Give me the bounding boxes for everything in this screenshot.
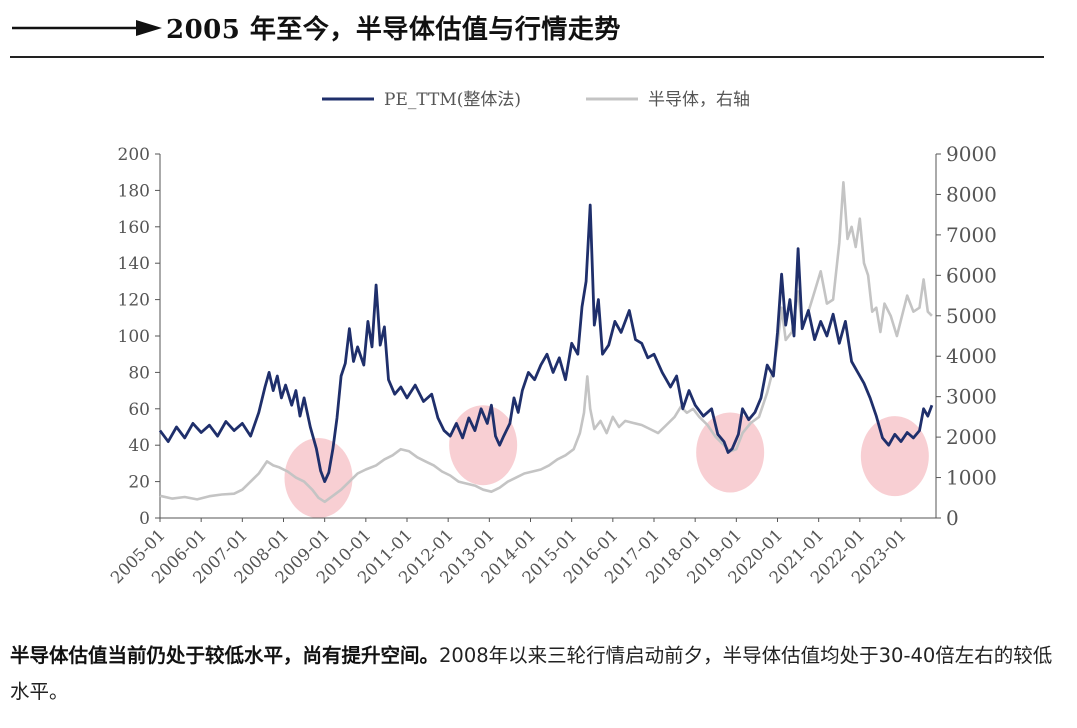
- legend-label-2: 半导体，右轴: [648, 90, 750, 110]
- y-left-tick-label: 60: [128, 400, 150, 420]
- y-left-tick-label: 100: [118, 327, 150, 347]
- legend-label-1: PE_TTM(整体法): [384, 90, 521, 110]
- arrow-icon: [12, 20, 162, 36]
- y-right-tick-label: 6000: [946, 263, 997, 287]
- y-right-tick-label: 8000: [946, 182, 997, 206]
- y-right-tick-label: 0: [946, 506, 959, 530]
- caption: 半导体估值当前仍处于较低水平，尚有提升空间。2008年以来三轮行情启动前夕，半导…: [10, 638, 1060, 710]
- y-left-tick-label: 160: [118, 218, 150, 238]
- y-right-tick-label: 4000: [946, 344, 997, 368]
- chart-legend: PE_TTM(整体法) 半导体，右轴: [322, 90, 750, 110]
- highlight-circle-1: [284, 437, 353, 518]
- y-right-tick-label: 7000: [946, 223, 997, 247]
- caption-text: 2008年以来三轮行情启动前夕，半导体估值均处于30-40倍左右的较低水平。: [10, 644, 1053, 703]
- y-left-tick-label: 200: [118, 145, 150, 165]
- series-line-pe-ttm: [158, 203, 934, 483]
- y-right-tick-label: 3000: [946, 385, 997, 409]
- y-left-tick-label: 80: [128, 363, 150, 383]
- caption-bold: 半导体估值当前仍处于较低水平，尚有提升空间。: [10, 644, 440, 667]
- chart-series: [158, 181, 934, 504]
- line-chart: 0204060801001201401601802000100020003000…: [107, 90, 997, 587]
- y-right-tick-label: 1000: [946, 466, 997, 490]
- y-left-tick-label: 20: [128, 473, 150, 493]
- y-right-tick-label: 9000: [946, 142, 997, 166]
- y-left-tick-label: 120: [118, 291, 150, 311]
- y-left-tick-label: 180: [118, 181, 150, 201]
- y-left-tick-label: 40: [128, 436, 150, 456]
- y-right-tick-label: 5000: [946, 304, 997, 328]
- figure-title: 2005 年至今，半导体估值与行情走势: [166, 15, 621, 45]
- header-divider: [10, 56, 1044, 58]
- y-left-tick-label: 0: [139, 509, 150, 529]
- y-left-tick-label: 140: [118, 254, 150, 274]
- figure-header: 2005 年至今，半导体估值与行情走势: [8, 0, 1048, 60]
- series-line-semiconductor-index: [159, 181, 933, 504]
- y-right-tick-label: 2000: [946, 425, 997, 449]
